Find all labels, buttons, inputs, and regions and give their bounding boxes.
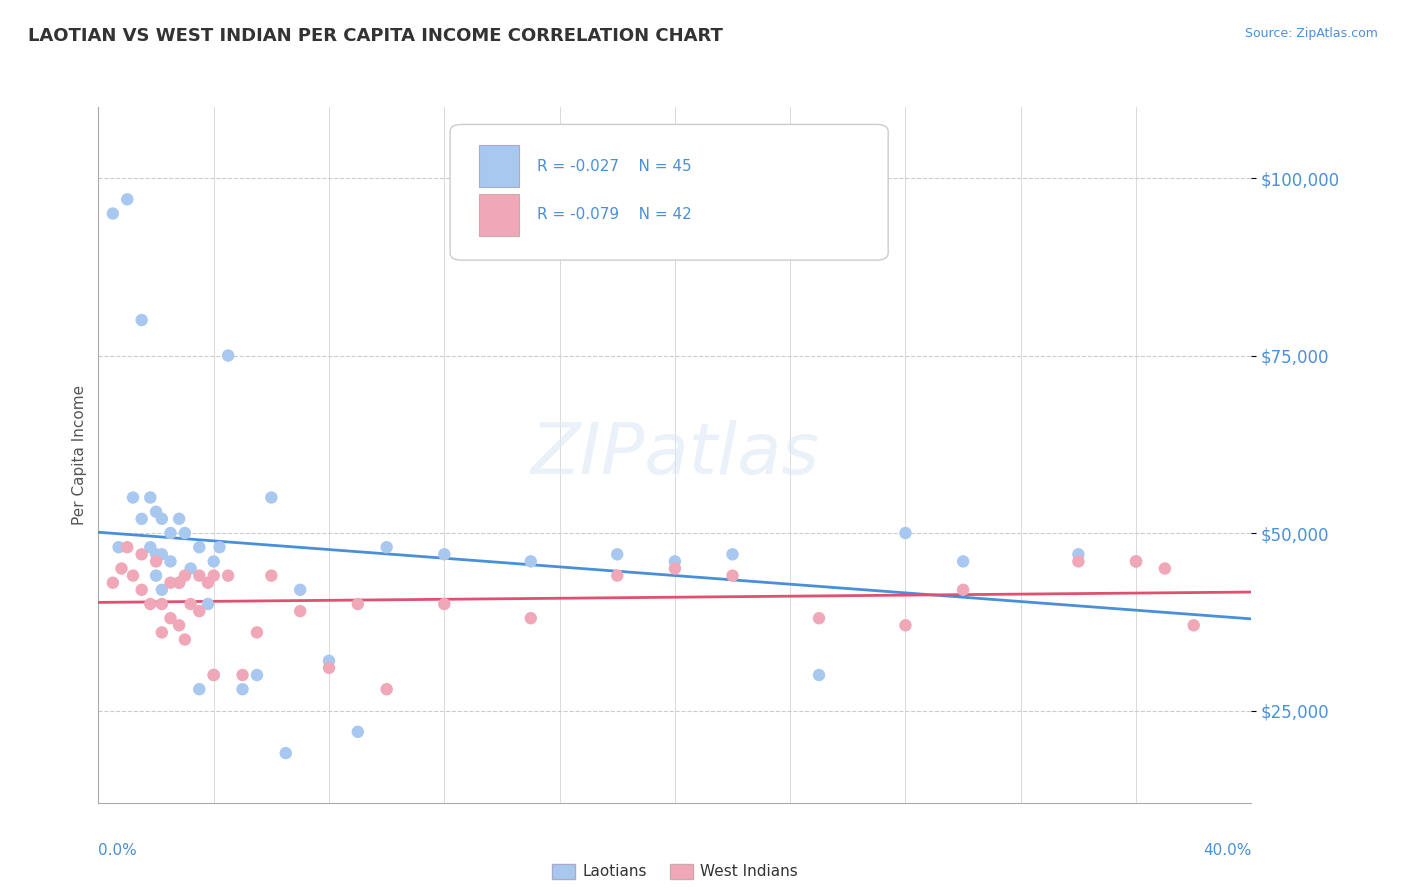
Point [167,512,190,526]
Point [150,582,173,597]
Point [131,512,153,526]
Point [894,618,917,632]
Text: 0.0%: 0.0% [98,843,138,858]
Point [145,554,167,568]
Text: R = -0.027    N = 45: R = -0.027 N = 45 [537,159,692,174]
Point [139,540,162,554]
Point [101,206,124,220]
Point [664,554,686,568]
Point [188,568,211,582]
Point [150,512,173,526]
Point [260,491,283,505]
Point [107,540,129,554]
Point [167,618,190,632]
Point [246,625,269,640]
Point [159,575,181,590]
Text: Source: ZipAtlas.com: Source: ZipAtlas.com [1244,27,1378,40]
Point [1067,547,1090,561]
Point [375,540,398,554]
Point [807,668,830,682]
Point [1182,618,1205,632]
Point [202,668,225,682]
Point [180,561,202,575]
Point [433,547,456,561]
Point [174,526,197,541]
Point [145,547,167,561]
Point [159,526,181,541]
Bar [479,194,519,235]
Point [145,505,167,519]
Point [174,632,197,647]
Point [664,561,686,575]
Point [520,611,543,625]
Point [290,582,312,597]
Point [807,611,830,625]
Point [318,654,340,668]
Point [188,540,211,554]
Text: LAOTIAN VS WEST INDIAN PER CAPITA INCOME CORRELATION CHART: LAOTIAN VS WEST INDIAN PER CAPITA INCOME… [28,27,723,45]
Point [260,568,283,582]
Point [131,547,153,561]
Point [117,192,138,206]
Point [202,668,225,682]
Point [202,568,225,582]
Point [290,604,312,618]
Point [131,582,153,597]
Point [188,604,211,618]
Point [1125,554,1147,568]
Point [606,568,628,582]
Point [721,547,744,561]
Point [159,611,181,625]
Point [150,547,173,561]
Point [231,682,254,697]
Point [721,568,744,582]
Point [202,554,225,568]
Point [188,682,211,697]
Point [139,491,162,505]
Point [101,575,124,590]
Point [197,597,219,611]
Bar [479,145,519,187]
Point [231,668,254,682]
Point [208,540,231,554]
Point [139,597,162,611]
Point [167,575,190,590]
Point [606,547,628,561]
FancyBboxPatch shape [450,124,889,260]
Point [894,526,917,541]
Point [1125,554,1147,568]
Point [346,597,368,611]
Point [180,597,202,611]
Text: ZIPatlas: ZIPatlas [530,420,820,490]
Point [131,313,153,327]
Point [433,597,456,611]
Text: 40.0%: 40.0% [1204,843,1251,858]
Point [246,668,269,682]
Point [159,554,181,568]
Point [318,661,340,675]
Point [110,561,132,575]
Point [174,568,197,582]
Point [952,554,974,568]
Point [346,724,368,739]
Point [122,491,145,505]
Point [217,349,239,363]
Point [1067,554,1090,568]
Point [197,575,219,590]
Point [274,746,297,760]
Legend: Laotians, West Indians: Laotians, West Indians [546,857,804,886]
Point [145,568,167,582]
Point [520,554,543,568]
Y-axis label: Per Capita Income: Per Capita Income [72,384,87,525]
Point [150,597,173,611]
Text: R = -0.079    N = 42: R = -0.079 N = 42 [537,207,692,222]
Point [117,540,138,554]
Point [1153,561,1175,575]
Point [150,625,173,640]
Point [167,575,190,590]
Point [217,568,239,582]
Point [122,568,145,582]
Point [375,682,398,697]
Point [952,582,974,597]
